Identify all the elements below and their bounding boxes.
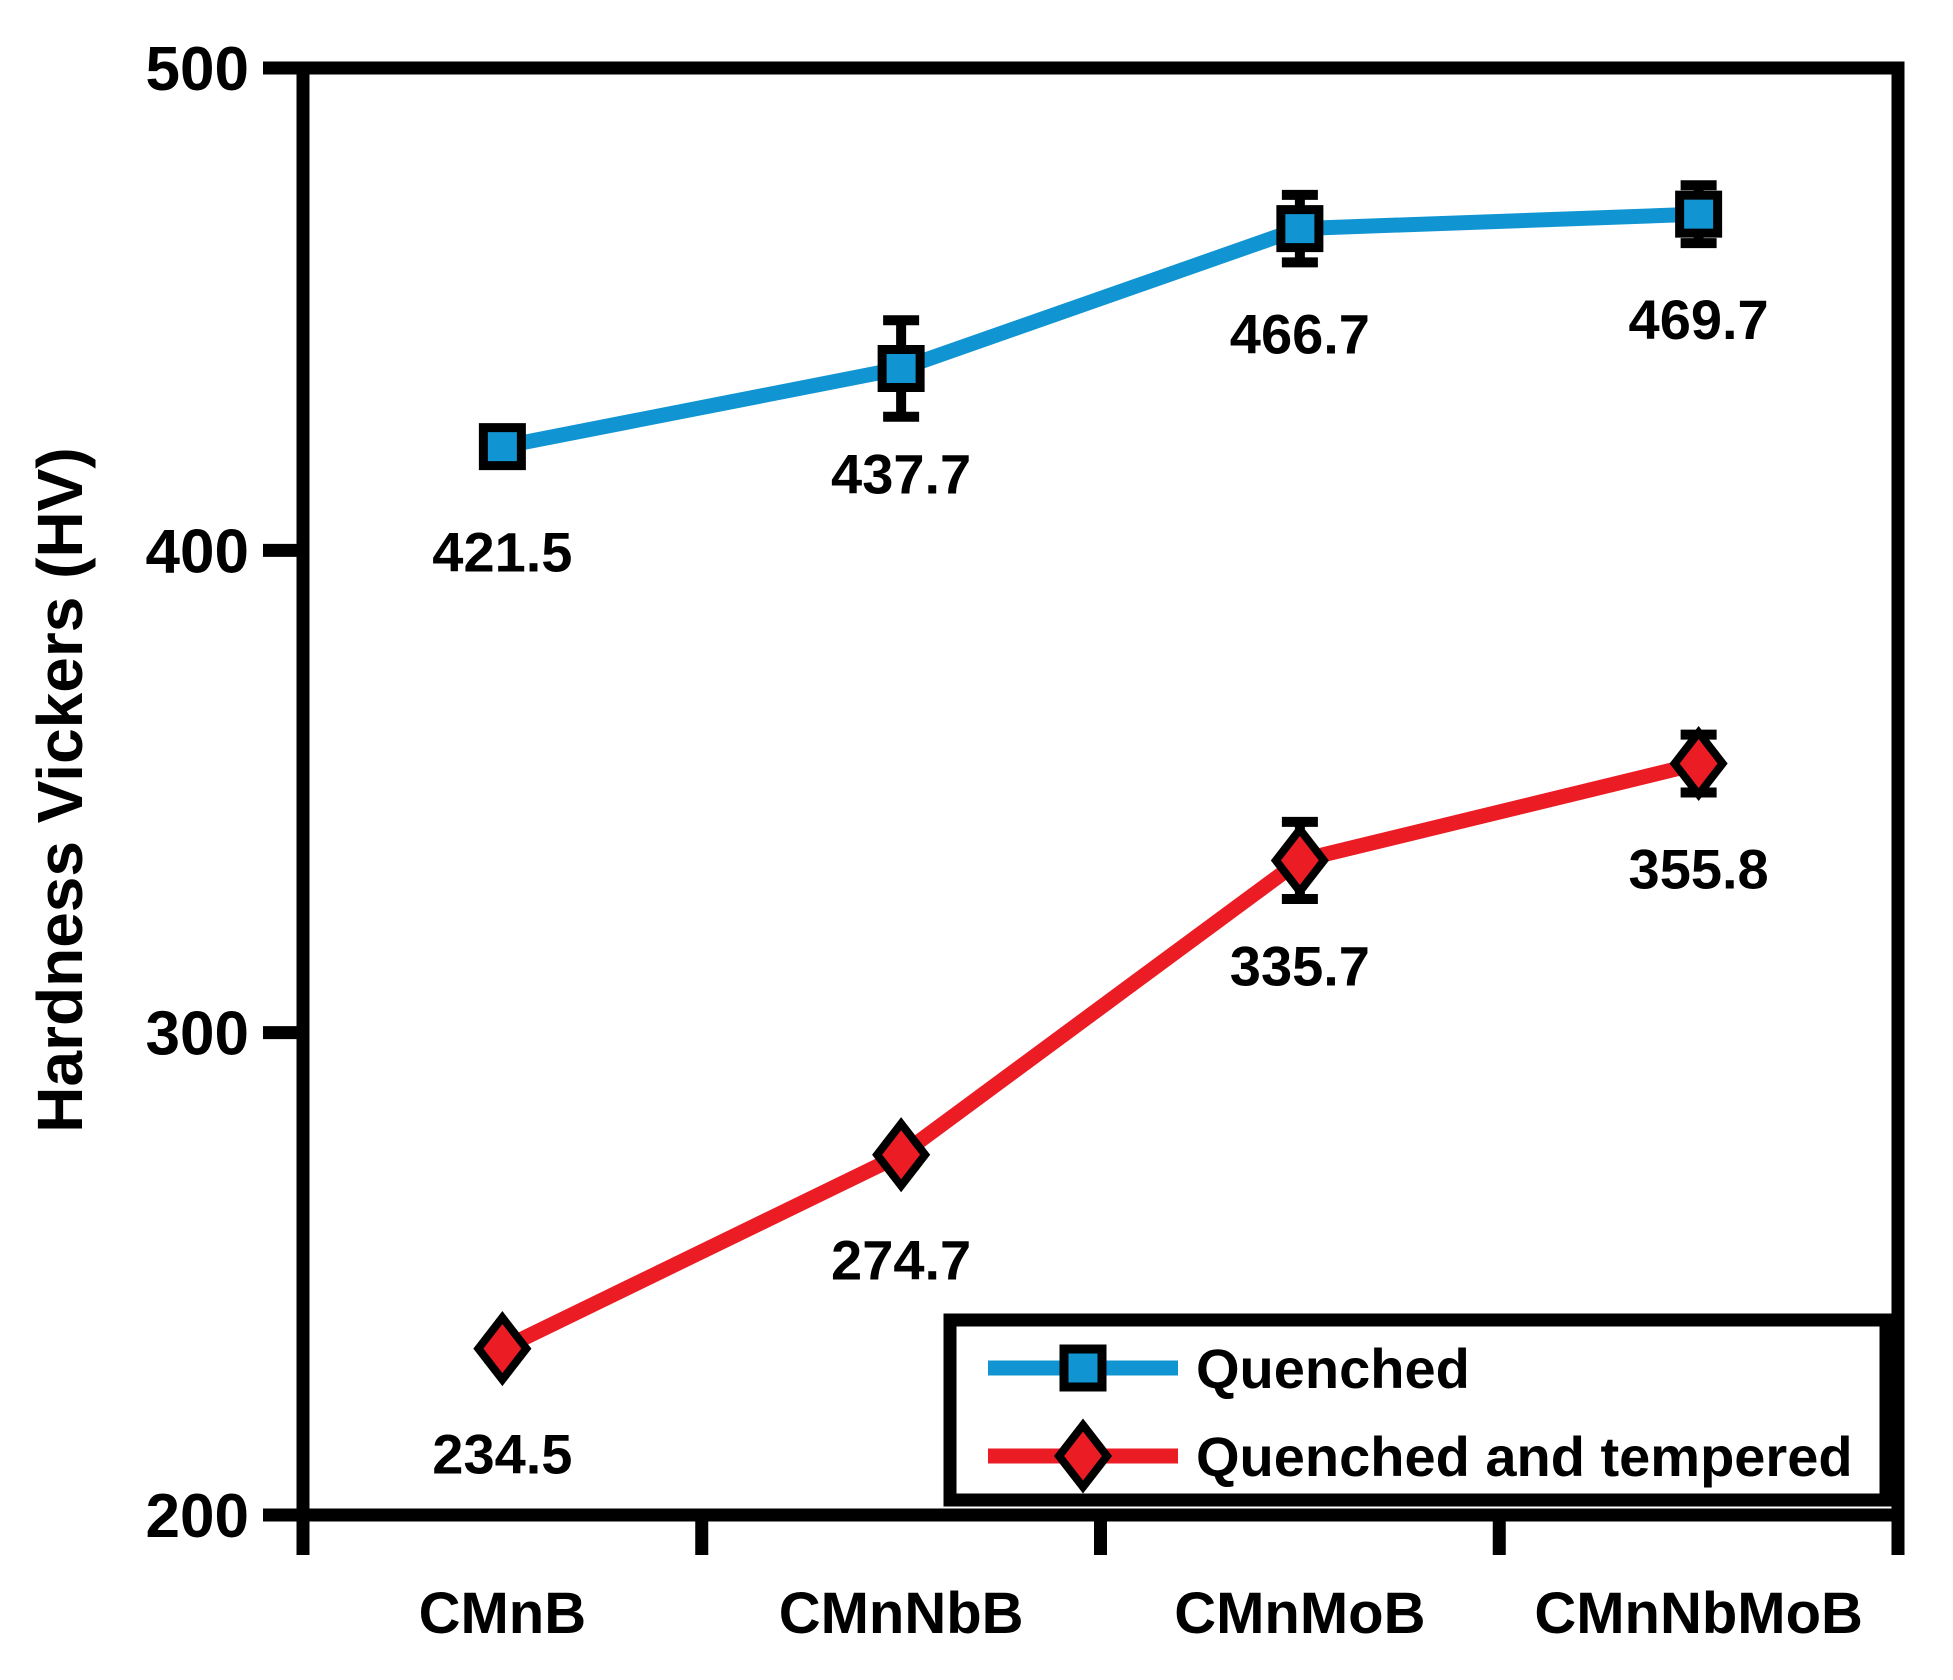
marker-square [478, 423, 526, 471]
x-category-label: CMnB [419, 1581, 587, 1646]
legend: Quenched Quenched and tempered [943, 1313, 1893, 1507]
x-category-label: CMnMoB [1174, 1581, 1425, 1646]
marker-square [1276, 205, 1324, 253]
legend-marker-diamond [1053, 1418, 1113, 1494]
legend-marker-square [1059, 1344, 1107, 1392]
data-label: 355.8 [1629, 838, 1769, 901]
data-label: 335.7 [1230, 934, 1370, 997]
series-quenched-and-tempered: 234.5 274.7 335.7 355.8 [432, 725, 1769, 1486]
x-category-label: CMnNbB [779, 1581, 1024, 1646]
plot-border [296, 61, 1905, 1522]
data-label: 421.5 [432, 521, 572, 584]
marker-diamond [1270, 822, 1329, 899]
marker-diamond [1669, 725, 1728, 802]
y-tick-label: 300 [146, 1000, 249, 1069]
series-line [494, 206, 1707, 455]
legend-item: Quenched and tempered [988, 1418, 1853, 1494]
marker-square [877, 344, 925, 392]
data-label: 437.7 [831, 442, 971, 505]
marker-diamond [872, 1117, 931, 1193]
y-axis-title: Hardness Vickers (HV) [24, 447, 96, 1132]
series-line [494, 756, 1707, 1357]
legend-item: Quenched [988, 1337, 1470, 1400]
marker-square [1675, 190, 1723, 238]
series-quenched: 421.5 437.7 466.7 469.7 [432, 180, 1769, 584]
data-label: 234.5 [432, 1423, 572, 1486]
legend-item-label: Quenched [1196, 1337, 1470, 1400]
x-category-label: CMnNbMoB [1534, 1581, 1863, 1646]
data-label: 274.7 [831, 1229, 971, 1292]
y-tick-label: 400 [146, 517, 249, 586]
data-label: 469.7 [1629, 288, 1769, 351]
marker-diamond [473, 1311, 532, 1387]
data-label: 466.7 [1230, 303, 1370, 366]
plot-layer: 200 300 400 500 CMnB CMnNbB CMnMoB CMnNbMoB 421.… [146, 35, 1905, 1646]
legend-item-label: Quenched and tempered [1196, 1425, 1853, 1488]
y-tick-label: 500 [146, 35, 249, 104]
y-tick-label: 200 [146, 1482, 249, 1551]
